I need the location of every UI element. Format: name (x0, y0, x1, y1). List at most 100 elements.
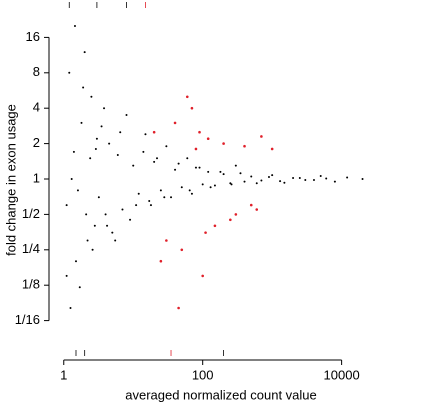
point (198, 166, 201, 169)
point (198, 130, 201, 134)
point (207, 170, 210, 173)
point (69, 306, 72, 309)
point (304, 179, 307, 182)
point (82, 86, 85, 89)
point (206, 137, 210, 141)
point (186, 157, 189, 160)
point (222, 173, 225, 176)
point (165, 145, 168, 148)
y-tick-label: 1/16 (15, 312, 40, 327)
point (152, 130, 156, 134)
point (255, 182, 258, 185)
point (185, 95, 189, 99)
point (149, 204, 152, 207)
point (312, 179, 315, 182)
point (65, 274, 68, 277)
point (213, 184, 216, 187)
point (65, 204, 68, 207)
point (78, 286, 81, 289)
point (325, 177, 328, 180)
point (103, 107, 106, 110)
point (361, 178, 364, 180)
point (170, 196, 173, 199)
y-tick-label: 1/8 (22, 277, 40, 292)
point (91, 248, 94, 251)
point (190, 192, 193, 195)
point (80, 121, 83, 124)
point (72, 150, 75, 153)
point (114, 239, 117, 242)
point (163, 196, 166, 199)
point (132, 164, 135, 167)
point (333, 180, 336, 183)
point (106, 224, 109, 227)
point (135, 204, 138, 207)
point (85, 213, 88, 216)
point (260, 135, 263, 138)
point (129, 218, 132, 221)
point (180, 186, 183, 189)
point (319, 175, 322, 178)
point (219, 170, 222, 173)
point (100, 125, 103, 128)
x-tick-label: 10000 (324, 367, 360, 382)
point (159, 259, 163, 263)
point (173, 121, 177, 125)
point (194, 147, 198, 151)
point (180, 248, 184, 252)
point (93, 224, 96, 227)
point (250, 175, 253, 178)
point (111, 231, 114, 234)
point (271, 174, 274, 177)
x-axis-label: averaged normalized count value (125, 387, 317, 402)
point (209, 186, 212, 189)
point (283, 181, 286, 184)
point (70, 178, 73, 180)
y-tick-label: 8 (33, 64, 40, 79)
point (153, 160, 156, 163)
point (260, 179, 263, 182)
y-tick-label: 1/2 (22, 206, 40, 221)
point (119, 131, 122, 134)
point (201, 274, 204, 278)
y-tick-label: 16 (26, 29, 40, 44)
x-tick-label: 1 (60, 367, 67, 382)
point (121, 208, 124, 211)
point (243, 144, 246, 148)
point (108, 142, 111, 145)
point (125, 114, 128, 117)
point (346, 176, 349, 179)
point (243, 180, 246, 183)
point (148, 200, 151, 203)
point (234, 164, 237, 167)
point (144, 133, 147, 136)
point (190, 106, 194, 110)
point (279, 180, 282, 183)
point (201, 183, 204, 186)
point (94, 147, 97, 150)
point (156, 157, 159, 160)
point (116, 153, 119, 156)
point (222, 142, 225, 145)
point (194, 166, 197, 169)
point (267, 175, 270, 178)
point (95, 137, 98, 140)
y-tick-label: 1/4 (22, 241, 40, 256)
point (177, 162, 180, 165)
point (255, 208, 259, 211)
point (97, 196, 100, 199)
point (270, 147, 274, 151)
point (165, 239, 168, 242)
point (213, 224, 217, 228)
point (73, 25, 76, 28)
point (229, 218, 232, 222)
point (177, 306, 180, 310)
point (76, 189, 79, 192)
point (89, 157, 92, 160)
y-tick-label: 1 (33, 170, 40, 185)
point (298, 176, 301, 179)
y-tick-label: 2 (33, 135, 40, 150)
point (159, 189, 162, 192)
point (74, 260, 77, 263)
